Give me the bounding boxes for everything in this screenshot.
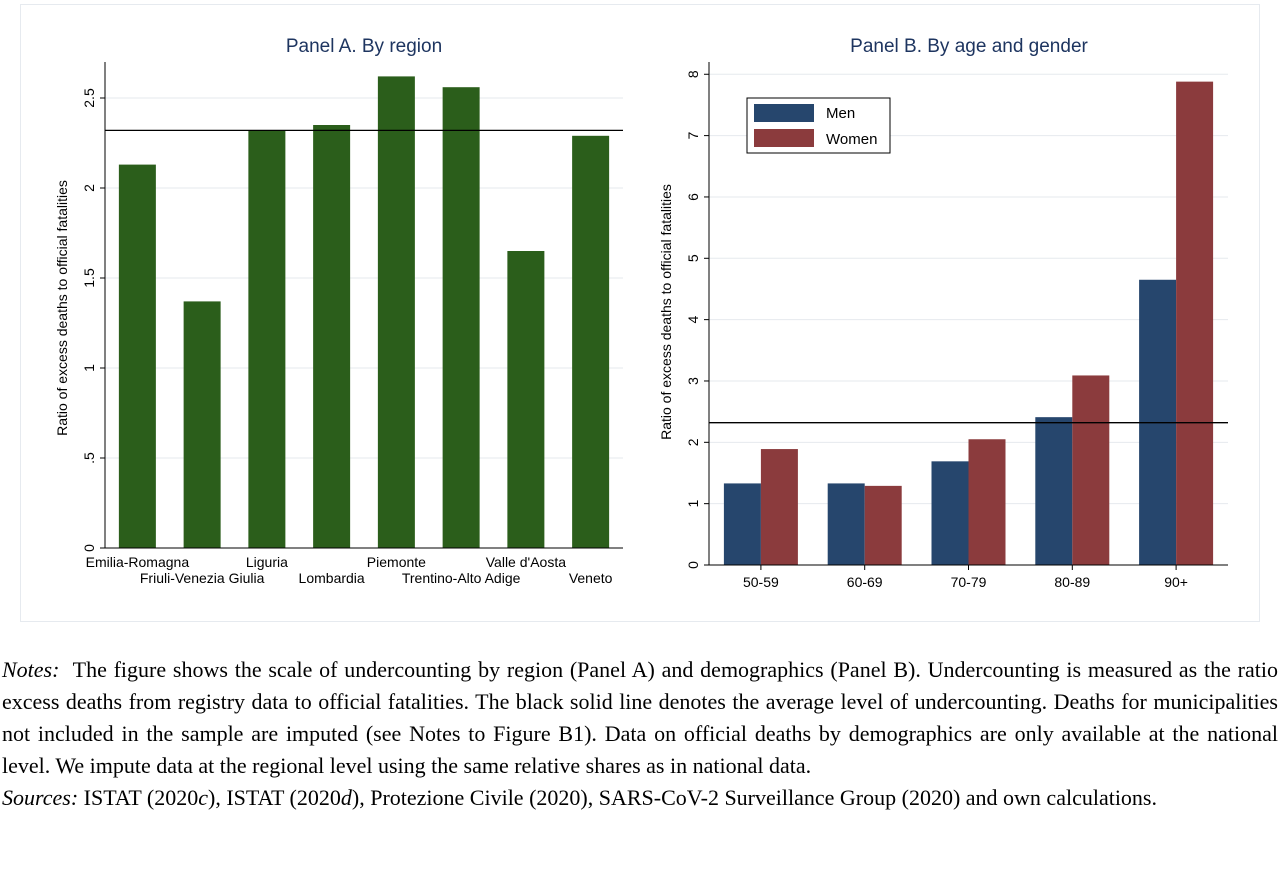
panel-b-y-tick-labels: 0 1 2 3 4 5 6 7 8 (685, 70, 701, 569)
panel-a-gridlines (105, 97, 623, 459)
y-tick-label: .5 (81, 452, 97, 464)
sources-text-1: ISTAT (2020 (83, 785, 199, 810)
y-tick-label: 0 (685, 561, 701, 569)
x-tick-label: Friuli-Venezia Giulia (140, 570, 265, 586)
panel-b-title: Panel B. By age and gender (850, 36, 1088, 57)
y-tick-label: 6 (685, 193, 701, 201)
x-tick-label: 90+ (1164, 574, 1188, 590)
x-tick-label: Lombardia (299, 570, 365, 586)
panel-a-y-axis-title: Ratio of excess deaths to official fatal… (54, 180, 70, 436)
bar-men (931, 461, 969, 565)
y-tick-label: 2 (81, 184, 97, 192)
panel-b: Panel B. By age and gender Ratio of exce… (658, 36, 1228, 590)
bar-women (1072, 375, 1110, 565)
bar-men (723, 483, 761, 565)
x-tick-label: 70-79 (951, 574, 987, 590)
panel-a-bars (118, 76, 610, 549)
bar (313, 125, 351, 548)
panel-b-y-axis-title: Ratio of excess deaths to official fatal… (658, 184, 674, 440)
y-tick-label: 2.5 (81, 88, 97, 108)
x-tick-label: Trentino-Alto Adige (402, 570, 521, 586)
y-tick-label: 2 (685, 438, 701, 446)
panel-a: Panel A. By region Ratio of excess death… (54, 36, 623, 586)
bar (572, 135, 610, 549)
y-tick-label: 7 (685, 132, 701, 140)
notes-paragraph: Notes: The figure shows the scale of und… (2, 654, 1278, 782)
bar-women (968, 439, 1006, 565)
bar (118, 164, 156, 548)
bar-men (827, 483, 865, 565)
sources-text-5: ), Protezione Civile (2020), SARS-CoV-2 … (351, 785, 1157, 810)
panel-a-y-tick-labels: 0 .5 1 1.5 2 2.5 (81, 88, 97, 552)
sources-text-4: d (340, 785, 352, 810)
legend-label-men: Men (826, 105, 855, 122)
y-tick-label: 8 (685, 70, 701, 78)
bar-women (1176, 81, 1214, 565)
bar (377, 76, 415, 549)
panel-a-axes (100, 62, 623, 549)
y-tick-label: 1.5 (81, 268, 97, 288)
legend-label-women: Women (826, 131, 877, 148)
chart-canvas: Panel A. By region Ratio of excess death… (54, 36, 1228, 590)
sources-label: Sources: (2, 785, 79, 810)
x-tick-label: 60-69 (847, 574, 883, 590)
panel-b-bars (723, 81, 1214, 565)
x-tick-label: 80-89 (1054, 574, 1090, 590)
notes-text: The figure shows the scale of undercount… (2, 657, 1278, 778)
y-tick-label: 0 (81, 544, 97, 552)
bar-women (864, 485, 902, 565)
bar (442, 87, 480, 548)
sources-text-2: c (198, 785, 208, 810)
x-tick-label: Liguria (246, 554, 288, 570)
bar (248, 130, 286, 548)
y-tick-label: 1 (81, 364, 97, 372)
figure-caption: Notes: The figure shows the scale of und… (2, 654, 1278, 814)
panel-b-x-tick-labels: 50-59 60-69 70-79 80-89 90+ (743, 574, 1188, 590)
y-tick-label: 1 (685, 500, 701, 508)
x-tick-label: Veneto (569, 570, 613, 586)
legend-swatch-men (754, 104, 814, 122)
sources-text-3: ), ISTAT (2020 (208, 785, 341, 810)
legend-swatch-women (754, 129, 814, 147)
x-tick-label: Piemonte (367, 554, 426, 570)
notes-label: Notes: (2, 657, 60, 682)
x-tick-label: 50-59 (743, 574, 779, 590)
x-tick-label: Valle d'Aosta (486, 554, 566, 570)
bar (183, 301, 221, 548)
y-tick-label: 4 (685, 316, 701, 324)
y-tick-label: 5 (685, 254, 701, 262)
bar-women (760, 449, 798, 565)
x-tick-label: Emilia-Romagna (86, 554, 190, 570)
sources-paragraph: Sources: ISTAT (2020c), ISTAT (2020d), P… (2, 782, 1278, 814)
panel-b-axes (704, 62, 1228, 570)
bar-men (1035, 417, 1073, 565)
panel-b-legend: Men Women (746, 97, 891, 154)
y-tick-label: 3 (685, 377, 701, 385)
bar (507, 251, 545, 548)
panel-a-title: Panel A. By region (286, 36, 442, 57)
